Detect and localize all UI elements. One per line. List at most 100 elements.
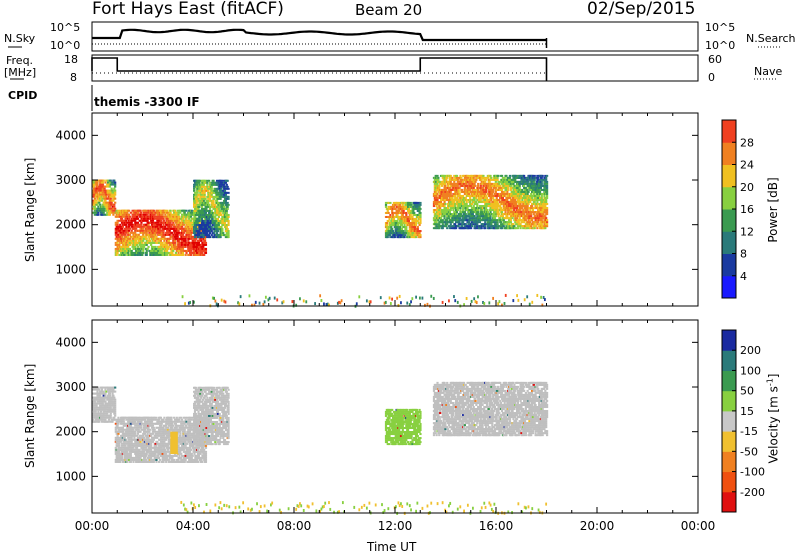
power-cell xyxy=(446,209,449,212)
power-cell xyxy=(449,207,452,210)
power-cell xyxy=(198,205,201,208)
power-cell xyxy=(194,209,197,212)
power-cell xyxy=(194,215,197,218)
power-cell xyxy=(130,221,133,224)
power-cell xyxy=(134,219,137,222)
power-cell xyxy=(125,237,128,240)
power-cell xyxy=(218,228,221,231)
power-cell xyxy=(220,213,223,216)
power-cell xyxy=(125,245,128,248)
power-cell xyxy=(475,196,478,200)
power-cell xyxy=(94,207,97,210)
power-cell xyxy=(492,201,495,204)
power-cell xyxy=(478,217,482,220)
power-cell xyxy=(454,182,457,185)
power-cell xyxy=(223,205,226,208)
power-cell xyxy=(171,243,174,246)
power-cell xyxy=(206,236,209,239)
power-cell xyxy=(399,226,402,229)
power-cell xyxy=(102,191,105,194)
power-cell xyxy=(456,180,459,183)
power-cell xyxy=(516,184,520,187)
power-cell xyxy=(419,219,422,223)
power-cell xyxy=(510,192,513,195)
power-cell xyxy=(139,213,142,216)
power-cell xyxy=(150,223,154,226)
power-cell xyxy=(205,230,208,233)
power-cell xyxy=(403,207,406,210)
power-cell xyxy=(128,239,132,242)
power-cell xyxy=(510,186,513,189)
power-cell xyxy=(223,185,227,188)
power-cell xyxy=(118,249,121,252)
power-cell xyxy=(484,221,487,224)
power-cell xyxy=(521,188,524,191)
power-cell xyxy=(128,247,132,250)
power-cell xyxy=(481,209,484,212)
power-cell xyxy=(437,178,440,181)
power-cell xyxy=(132,239,135,242)
power-cell xyxy=(215,211,219,214)
power-cell xyxy=(109,195,112,198)
power-cell xyxy=(207,219,210,223)
power-cell xyxy=(225,191,228,194)
power-cell xyxy=(142,233,145,236)
power-cell xyxy=(99,185,103,188)
power-cell xyxy=(452,186,455,189)
power-cell xyxy=(197,207,200,210)
power-cell xyxy=(459,174,462,177)
power-cell xyxy=(178,249,181,252)
power-cell xyxy=(519,207,522,210)
power-cell xyxy=(194,191,197,194)
power-cell xyxy=(402,230,405,233)
power-cell xyxy=(141,241,144,244)
power-cell xyxy=(449,223,452,226)
power-cell xyxy=(419,222,422,225)
power-cell xyxy=(491,182,494,185)
power-cell xyxy=(440,215,444,218)
power-cell xyxy=(217,191,220,194)
power-cell xyxy=(526,176,529,179)
power-cell xyxy=(465,219,468,222)
power-cell xyxy=(209,219,212,223)
power-cell xyxy=(414,213,418,216)
power-cell xyxy=(198,211,201,214)
power-cell xyxy=(499,184,502,187)
power-cell xyxy=(226,179,229,182)
power-cell xyxy=(151,213,155,216)
power-cell xyxy=(500,227,504,230)
power-cell xyxy=(149,233,152,236)
power-cell xyxy=(455,219,459,222)
power-cell xyxy=(445,207,448,210)
power-cell xyxy=(517,203,520,206)
power-cell xyxy=(213,191,216,194)
power-cell xyxy=(212,195,215,198)
power-cell xyxy=(215,226,219,229)
power-cell xyxy=(474,194,477,197)
power-cell xyxy=(458,223,461,226)
power-cell xyxy=(514,221,517,224)
power-cell xyxy=(477,221,480,224)
power-cell xyxy=(120,241,124,244)
power-cell xyxy=(175,223,178,226)
power-cell xyxy=(227,219,230,223)
power-cell xyxy=(416,230,419,233)
power-cell xyxy=(208,197,212,200)
power-cell xyxy=(448,225,451,228)
power-cell xyxy=(205,207,208,210)
power-cell xyxy=(503,194,506,197)
power-cell xyxy=(498,213,501,216)
power-cell xyxy=(126,221,129,224)
power-cell xyxy=(127,227,130,230)
power-cell xyxy=(190,209,193,212)
nsky-trace xyxy=(92,28,547,42)
power-cell xyxy=(460,203,463,206)
power-cell xyxy=(196,230,199,233)
power-cell xyxy=(126,229,129,232)
power-cell xyxy=(227,232,230,235)
power-cell xyxy=(128,215,132,218)
power-cell xyxy=(99,189,103,192)
power-cell xyxy=(465,182,468,185)
power-cell xyxy=(142,251,145,254)
power-cell xyxy=(467,223,470,226)
